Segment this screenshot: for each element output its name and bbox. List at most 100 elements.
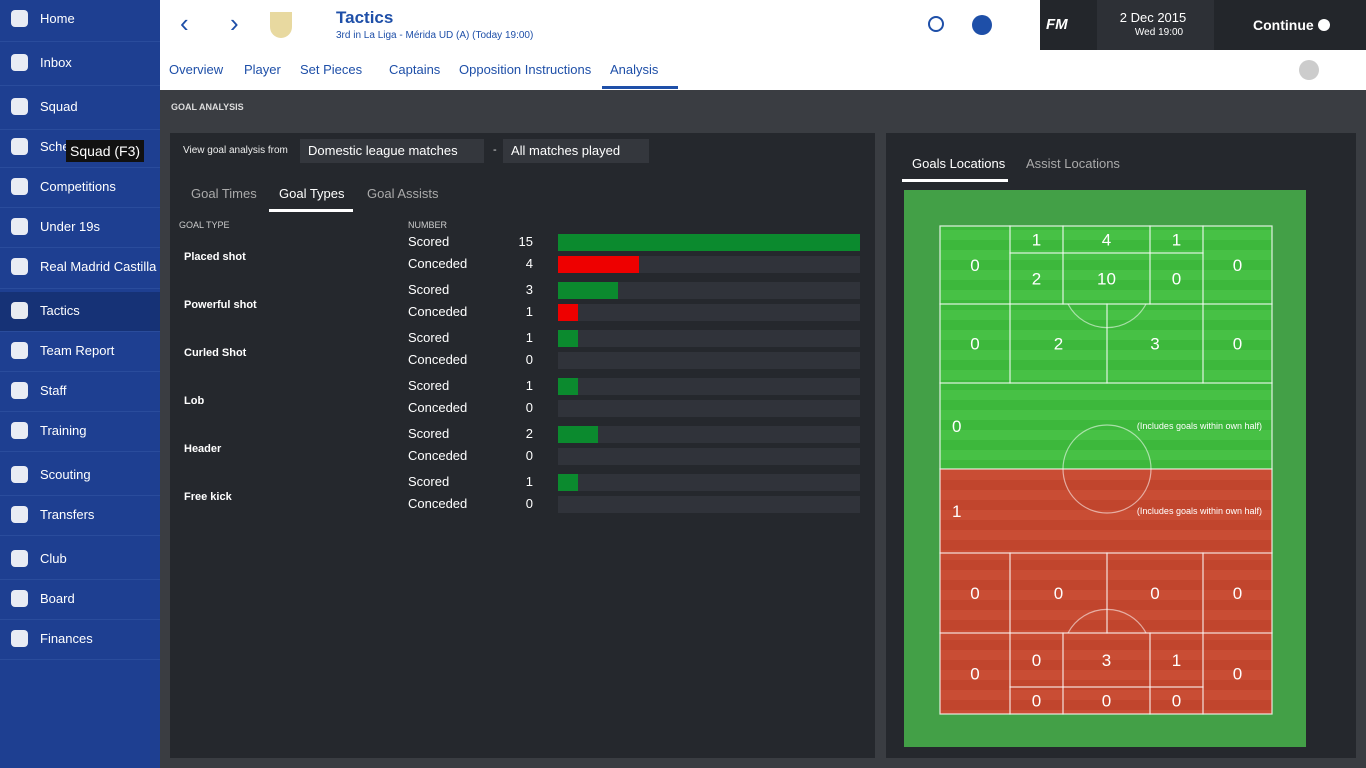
defending-half: [940, 469, 1272, 714]
dropdown[interactable]: Domestic league matches: [300, 139, 484, 163]
zone-note: (Includes goals within own half): [1137, 506, 1262, 516]
dropdown[interactable]: All matches played: [503, 139, 649, 163]
tab[interactable]: Analysis: [610, 62, 659, 77]
attacking-half: [940, 226, 1272, 469]
row-label: Conceded: [408, 352, 468, 367]
nav-item[interactable]: Team Report: [40, 343, 115, 358]
zone-value: 1: [1032, 231, 1041, 250]
separator: [0, 207, 160, 208]
fm-logo[interactable]: FM: [1046, 16, 1068, 33]
club-badge: [270, 12, 292, 38]
nav-item[interactable]: Real Madrid Castilla: [40, 259, 157, 274]
separator: [0, 247, 160, 248]
tab[interactable]: Opposition Instructions: [459, 62, 592, 77]
subtab-underline: [269, 209, 353, 212]
zone-value: 0: [1150, 584, 1159, 603]
value: 2: [525, 426, 533, 441]
nav-item[interactable]: Scouting: [40, 467, 91, 482]
tab[interactable]: Overview: [169, 62, 224, 77]
value: 0: [525, 400, 533, 415]
goal-type: Header: [184, 443, 222, 455]
separator: [0, 535, 160, 536]
nav-item[interactable]: Tactics: [40, 303, 80, 318]
back-button[interactable]: ‹: [180, 8, 189, 38]
zone-value: 0: [970, 256, 979, 275]
help-icon[interactable]: [1299, 60, 1319, 80]
zone-value: 3: [1102, 651, 1111, 670]
value: 0: [525, 496, 533, 511]
nav-icon: [11, 466, 28, 483]
row-label: Scored: [408, 426, 450, 441]
nav-item[interactable]: Training: [40, 423, 87, 438]
nav-icon: [11, 506, 28, 523]
section-title: GOAL ANALYSIS: [171, 102, 244, 112]
globe-icon[interactable]: [972, 15, 992, 35]
row-label: Scored: [408, 282, 450, 297]
zone-value: 1: [1172, 651, 1181, 670]
nav-item[interactable]: Competitions: [40, 179, 116, 194]
nav-item[interactable]: Finances: [40, 631, 93, 646]
nav-item[interactable]: Staff: [40, 383, 67, 398]
location-tab[interactable]: Assist Locations: [1026, 156, 1120, 171]
zone-value: 0: [1032, 651, 1041, 670]
row-label: Scored: [408, 330, 450, 345]
search-icon[interactable]: [928, 16, 944, 32]
zone-value: 2: [1032, 270, 1041, 289]
separator: [0, 495, 160, 496]
tab[interactable]: Player: [244, 62, 281, 77]
bar-track: [558, 400, 860, 417]
nav-item[interactable]: Under 19s: [40, 219, 100, 234]
bar: [558, 282, 619, 299]
separator: [0, 41, 160, 42]
nav-item[interactable]: Inbox: [40, 55, 72, 70]
nav-item[interactable]: Transfers: [40, 507, 95, 522]
row-label: Conceded: [408, 256, 468, 271]
zone-value: 3: [1150, 335, 1159, 354]
bar-track: [558, 330, 860, 347]
bar-track: [558, 352, 860, 369]
separator: [0, 85, 160, 86]
separator: [0, 331, 160, 332]
tab-bar: Overview Player Set Pieces Captains Oppositi…: [0, 50, 1366, 90]
value: 3: [525, 282, 533, 297]
row-label: Conceded: [408, 304, 468, 319]
bar-track: [558, 304, 860, 321]
subtab[interactable]: Goal Assists: [367, 186, 439, 201]
bar-track: [558, 496, 860, 513]
filter-label: View goal analysis from: [183, 145, 288, 156]
subtab[interactable]: Goal Types: [279, 186, 345, 201]
goal-type: Curled Shot: [184, 347, 247, 359]
continue-button[interactable]: Continue: [1253, 17, 1314, 33]
column-header: GOAL TYPE: [179, 220, 230, 230]
nav-icon: [11, 422, 28, 439]
bar: [558, 426, 599, 443]
separator: [0, 411, 160, 412]
nav-item[interactable]: Squad: [40, 99, 78, 114]
value: 1: [525, 474, 533, 489]
subtab[interactable]: Goal Times: [191, 186, 257, 201]
continue-icon: [1318, 19, 1330, 31]
zone-value: 1: [1172, 231, 1181, 250]
zone-value: 0: [1172, 692, 1181, 711]
zone-value: 0: [1102, 692, 1111, 711]
goal-type: Free kick: [184, 491, 232, 503]
value: 15: [518, 234, 533, 249]
location-tab[interactable]: Goals Locations: [912, 156, 1006, 171]
zone-value: 0: [970, 335, 979, 354]
bar: [558, 378, 579, 395]
tab[interactable]: Captains: [389, 62, 441, 77]
nav-item[interactable]: Home: [40, 11, 75, 26]
zone-value: 0: [1233, 665, 1242, 684]
zone-value: 0: [1233, 584, 1242, 603]
nav-icon: [11, 218, 28, 235]
nav-item[interactable]: Club: [40, 551, 67, 566]
nav-icon: [11, 54, 28, 71]
separator: [0, 579, 160, 580]
tab[interactable]: Set Pieces: [300, 62, 363, 77]
bar-track: [558, 448, 860, 465]
nav-item[interactable]: Board: [40, 591, 75, 606]
forward-button[interactable]: ›: [230, 8, 239, 38]
separator: [0, 167, 160, 168]
pitch: 01 4 102 10 00 2 3 00 (Includes goals within own…: [904, 190, 1306, 747]
nav-icon: [11, 590, 28, 607]
